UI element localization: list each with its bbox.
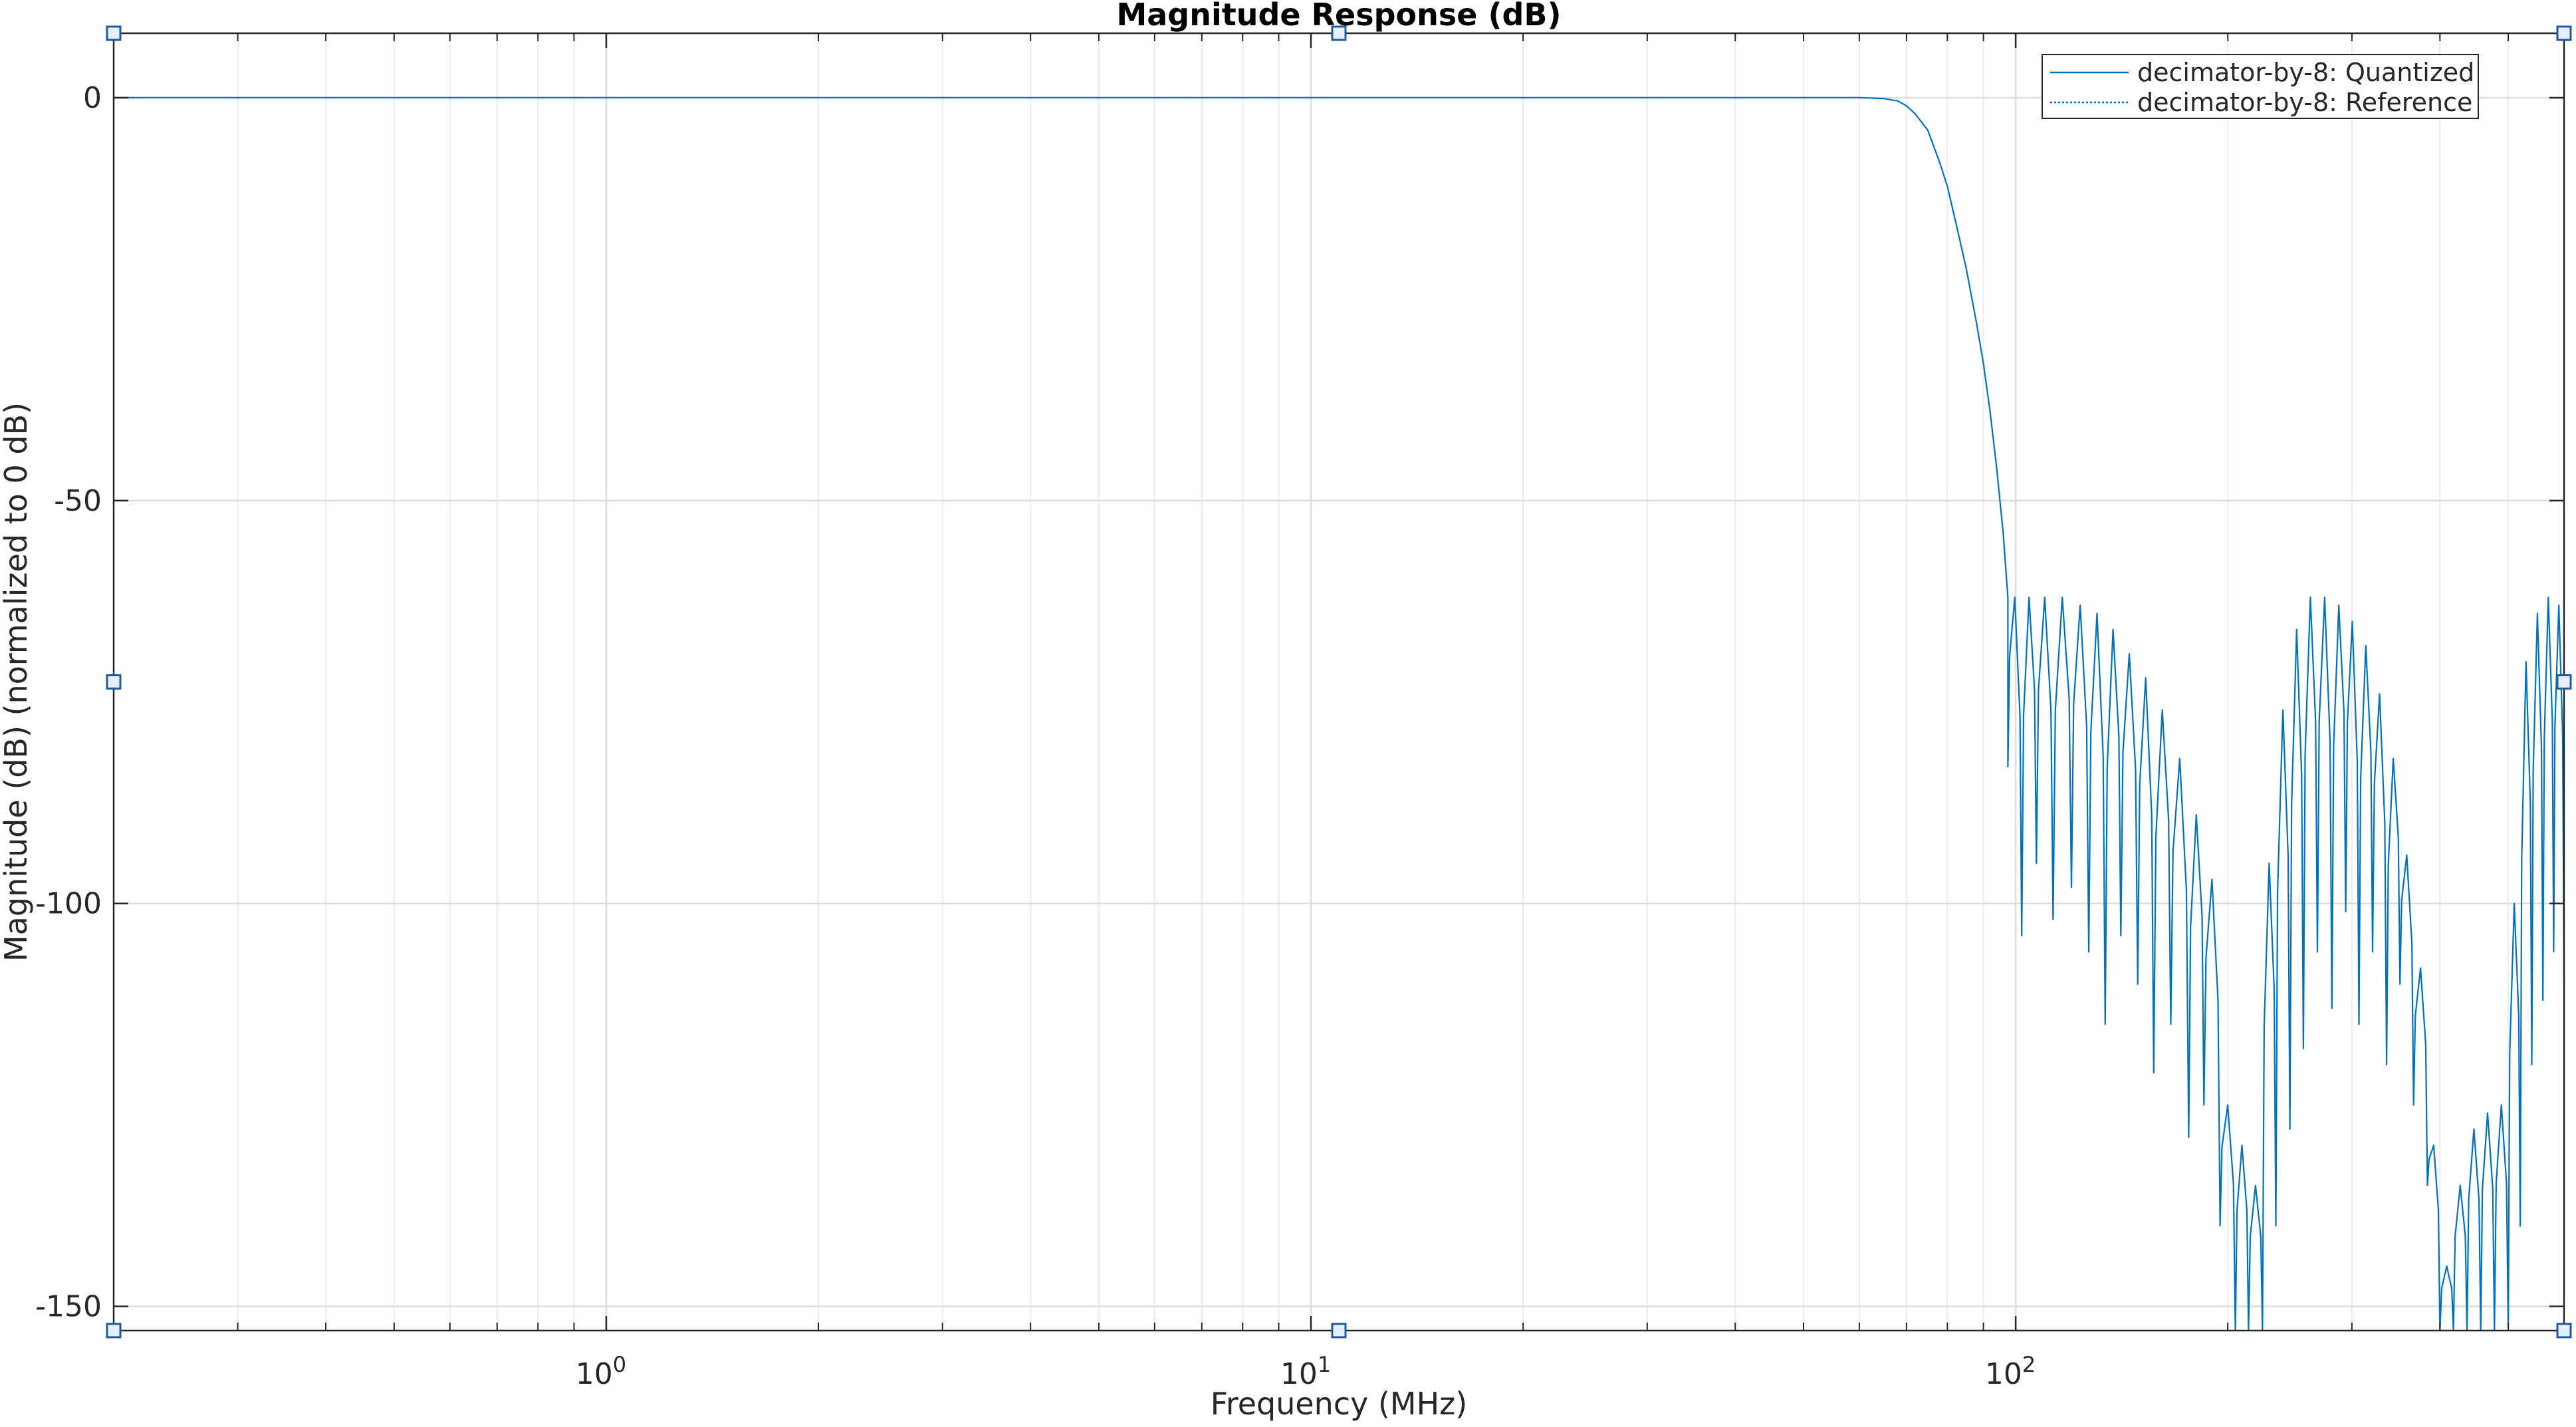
resize-handle[interactable] — [2556, 1323, 2572, 1339]
legend-label-quantized: decimator-by-8: Quantized — [2137, 58, 2474, 87]
series-layer — [114, 96, 2565, 1332]
chart-title: Magnitude Response (dB) — [1116, 0, 1561, 33]
resize-handle[interactable] — [106, 1323, 122, 1339]
x-tick-label: 102 — [1985, 1352, 2036, 1391]
x-tick-labels: 100 101 102 — [576, 1352, 2036, 1391]
y-tick-label: -50 — [54, 484, 102, 518]
resize-handle[interactable] — [1331, 1323, 1347, 1339]
y-tick-labels: 0 -50 -100 -150 — [35, 81, 102, 1324]
y-tick-label: -100 — [35, 887, 102, 921]
y-axis-label: Magnitude (dB) (normalized to 0 dB) — [0, 402, 34, 962]
selection-handles[interactable] — [106, 25, 2572, 1339]
x-tick-label: 101 — [1280, 1352, 1331, 1391]
series-line-reference — [114, 97, 2565, 1331]
y-tick-label: 0 — [83, 81, 102, 115]
legend[interactable]: decimator-by-8: Quantized decimator-by-8… — [2042, 54, 2479, 119]
resize-handle[interactable] — [106, 25, 122, 41]
axis-ticks — [113, 33, 2565, 1331]
x-axis-label: Frequency (MHz) — [1211, 1386, 1468, 1422]
resize-handle[interactable] — [2556, 674, 2572, 690]
resize-handle[interactable] — [1331, 25, 1347, 41]
resize-handle[interactable] — [2556, 25, 2572, 41]
legend-label-reference: decimator-by-8: Reference — [2137, 88, 2472, 117]
legend-box — [2042, 54, 2479, 119]
resize-handle[interactable] — [106, 674, 122, 690]
y-tick-label: -150 — [35, 1290, 102, 1324]
x-tick-label: 100 — [576, 1352, 626, 1391]
